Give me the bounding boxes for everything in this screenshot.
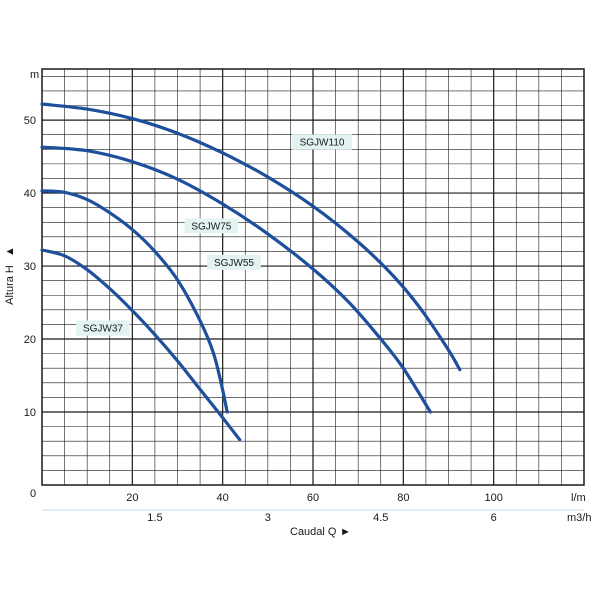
series-label-background [207,254,261,270]
series-label-text: SGJW37 [83,324,123,335]
y-tick-label: 40 [24,188,36,200]
origin-label: 0 [30,488,36,500]
series-line-sgjw37 [40,248,242,442]
x-tick-label-primary: 20 [126,492,138,504]
y-tick-label: 30 [24,261,36,273]
y-tick-label: 10 [24,407,36,419]
x-tick-label-primary: 80 [397,492,409,504]
x-tick-label-primary: 60 [307,492,319,504]
series-line-sgjw55 [40,189,229,414]
series-label-text: SGJW55 [214,258,254,269]
series-label-sgjw37: SGJW37 [76,320,130,336]
x-axis-arrow: ► [340,526,351,538]
x-axis-unit-primary: l/m [571,492,586,504]
series-label-sgjw110: SGJW110 [291,134,353,150]
x-tick-label-primary: 100 [484,492,502,504]
x-tick-label-secondary: 3 [265,512,271,524]
x-axis-title: Caudal Q [290,526,337,538]
y-axis-title: Altura H [4,265,16,305]
x-tick-label-primary: 40 [217,492,229,504]
x-tick-label-secondary: 1.5 [147,512,162,524]
x-tick-label-secondary: 4.5 [373,512,388,524]
x-axis-unit-secondary: m3/h [567,512,591,524]
series-label-text: SGJW75 [191,222,231,233]
series-line-sgjw110 [40,102,462,372]
y-axis-unit: m [30,69,39,81]
series-label-text: SGJW110 [300,138,345,149]
series-label-sgjw55: SGJW55 [207,254,261,270]
tick-labels: 10 20 30 40 50 20 40 60 80 100 1.5 3 4.5 6 [24,115,584,524]
grid [42,69,584,485]
series-label-background [291,134,353,150]
series-label-sgjw75: SGJW75 [184,218,239,234]
y-axis-arrow: ▲ [4,246,16,257]
series-lines [40,102,462,442]
series-label-background [184,218,239,234]
series-labels: SGJW110 SGJW75 SGJW55 SGJW37 [76,134,353,336]
series-line-sgjw75 [40,145,432,414]
series-label-background [76,320,130,336]
y-tick-label: 50 [24,115,36,127]
x-tick-label-secondary: 6 [491,512,497,524]
y-tick-label: 20 [24,334,36,346]
plot-frame [41,68,585,486]
